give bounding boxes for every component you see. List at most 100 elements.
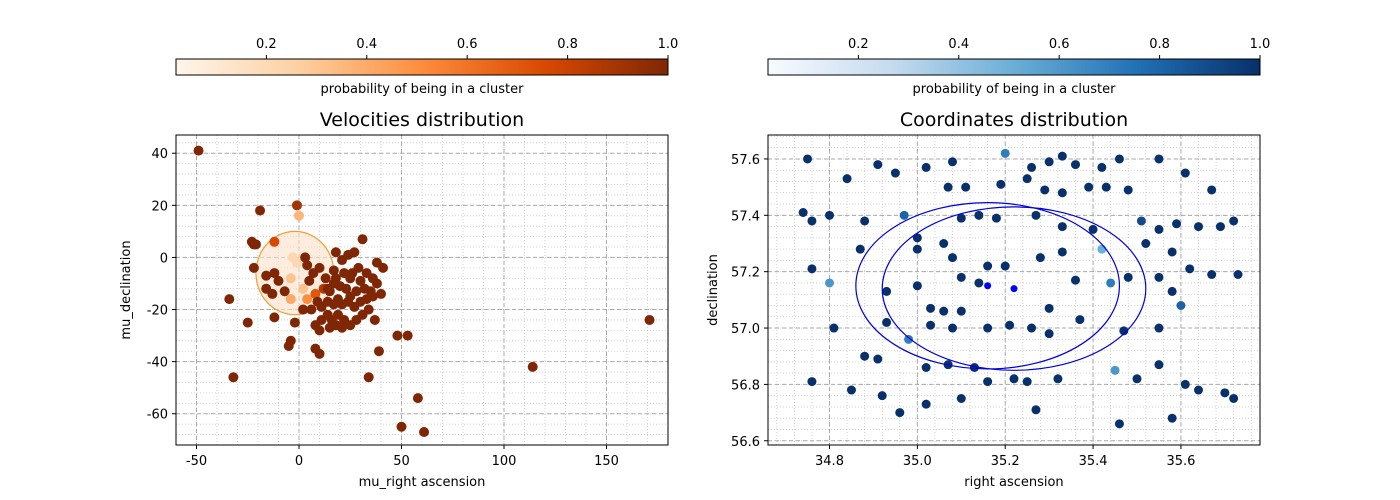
data-point — [825, 210, 834, 220]
data-point — [842, 174, 852, 184]
data-point — [1071, 160, 1080, 170]
x-tick-label: 35.2 — [991, 454, 1020, 469]
data-point — [1044, 303, 1054, 313]
data-point — [373, 346, 384, 357]
data-point — [1009, 374, 1019, 384]
data-point — [807, 264, 817, 274]
data-point — [948, 323, 957, 333]
data-point — [860, 216, 870, 226]
data-point — [314, 348, 325, 359]
data-point — [974, 278, 984, 288]
data-point — [948, 157, 957, 167]
data-point — [1057, 188, 1067, 198]
data-point — [1123, 272, 1133, 282]
velocities-chart: 0.2 0.4 0.6 0.8 1.0 probability of being in … — [119, 37, 678, 490]
data-point — [322, 283, 333, 294]
coordinates-chart-title: Coordinates distribution — [900, 109, 1128, 131]
y-tick-label: -60 — [147, 408, 168, 423]
y-tick-label: -40 — [147, 356, 168, 371]
data-point — [829, 323, 839, 333]
data-point — [846, 385, 856, 395]
data-point — [396, 421, 407, 432]
data-point — [969, 363, 979, 372]
data-point — [314, 325, 325, 336]
data-point — [1167, 247, 1177, 257]
data-point — [1106, 278, 1116, 288]
data-point — [1027, 162, 1037, 172]
data-point — [899, 210, 909, 220]
data-point — [402, 330, 413, 341]
data-point — [1031, 405, 1041, 415]
colorbar-tick-label: 0.6 — [1049, 37, 1070, 52]
data-point — [974, 210, 984, 220]
colorbar-blues-label: probability of being in a cluster — [913, 82, 1117, 97]
data-point — [1176, 301, 1186, 310]
data-point — [302, 260, 313, 271]
x-tick-label: 35.0 — [903, 454, 932, 469]
x-tick-label: 34.8 — [815, 454, 844, 469]
data-point — [1097, 162, 1107, 172]
colorbar-oranges: 0.2 0.4 0.6 0.8 1.0 probability of being in … — [175, 37, 679, 97]
data-point — [1229, 216, 1239, 226]
data-point — [193, 145, 204, 156]
velocities-marks — [193, 145, 655, 437]
data-point — [310, 288, 321, 299]
x-tick-label: -50 — [186, 454, 207, 469]
data-point — [291, 200, 302, 211]
data-point — [294, 210, 304, 221]
data-point — [242, 317, 253, 328]
data-point — [255, 205, 266, 216]
data-point — [1154, 154, 1164, 164]
data-point — [1044, 157, 1054, 167]
data-point — [1084, 182, 1094, 192]
data-point — [330, 273, 341, 284]
data-point — [328, 265, 339, 276]
data-point — [807, 377, 817, 387]
data-point — [341, 283, 352, 294]
cluster-center — [1010, 285, 1018, 293]
data-point — [912, 281, 922, 291]
velocities-chart-title: Velocities distribution — [320, 109, 524, 131]
y-tick-label: 57.2 — [731, 266, 760, 281]
data-point — [890, 168, 900, 178]
data-point — [956, 272, 966, 282]
data-point — [1022, 377, 1032, 387]
coordinates-grid — [768, 135, 1260, 445]
cluster-center — [984, 282, 992, 290]
data-point — [644, 314, 655, 325]
x-tick-label: 0 — [295, 454, 303, 469]
coordinates-ylabel: declination — [706, 254, 721, 326]
data-point — [904, 334, 914, 344]
data-point — [860, 351, 870, 361]
data-point — [320, 273, 331, 284]
data-point — [267, 288, 278, 299]
data-point — [349, 247, 360, 258]
y-tick-label: 57.4 — [731, 209, 760, 224]
data-point — [1000, 148, 1010, 158]
data-point — [956, 306, 966, 316]
data-point — [1005, 320, 1015, 330]
data-point — [355, 275, 366, 286]
data-point — [895, 408, 905, 418]
colorbar-tick-label: 1.0 — [658, 37, 679, 52]
data-point — [269, 312, 280, 323]
data-point — [1097, 244, 1107, 254]
data-point — [1022, 174, 1032, 184]
data-point — [956, 394, 966, 403]
data-point — [1229, 394, 1239, 403]
data-point — [1185, 264, 1195, 274]
data-point — [1114, 154, 1124, 164]
data-point — [825, 278, 834, 288]
colorbar-tick-label: 0.6 — [457, 37, 478, 52]
data-point — [308, 268, 319, 279]
data-point — [1194, 222, 1203, 232]
data-point — [1136, 216, 1146, 226]
data-point — [357, 234, 368, 245]
data-point — [1110, 365, 1120, 375]
data-point — [996, 179, 1006, 189]
data-point — [807, 216, 817, 226]
y-tick-label: -20 — [147, 304, 168, 319]
data-point — [926, 303, 936, 313]
data-point — [285, 273, 296, 284]
